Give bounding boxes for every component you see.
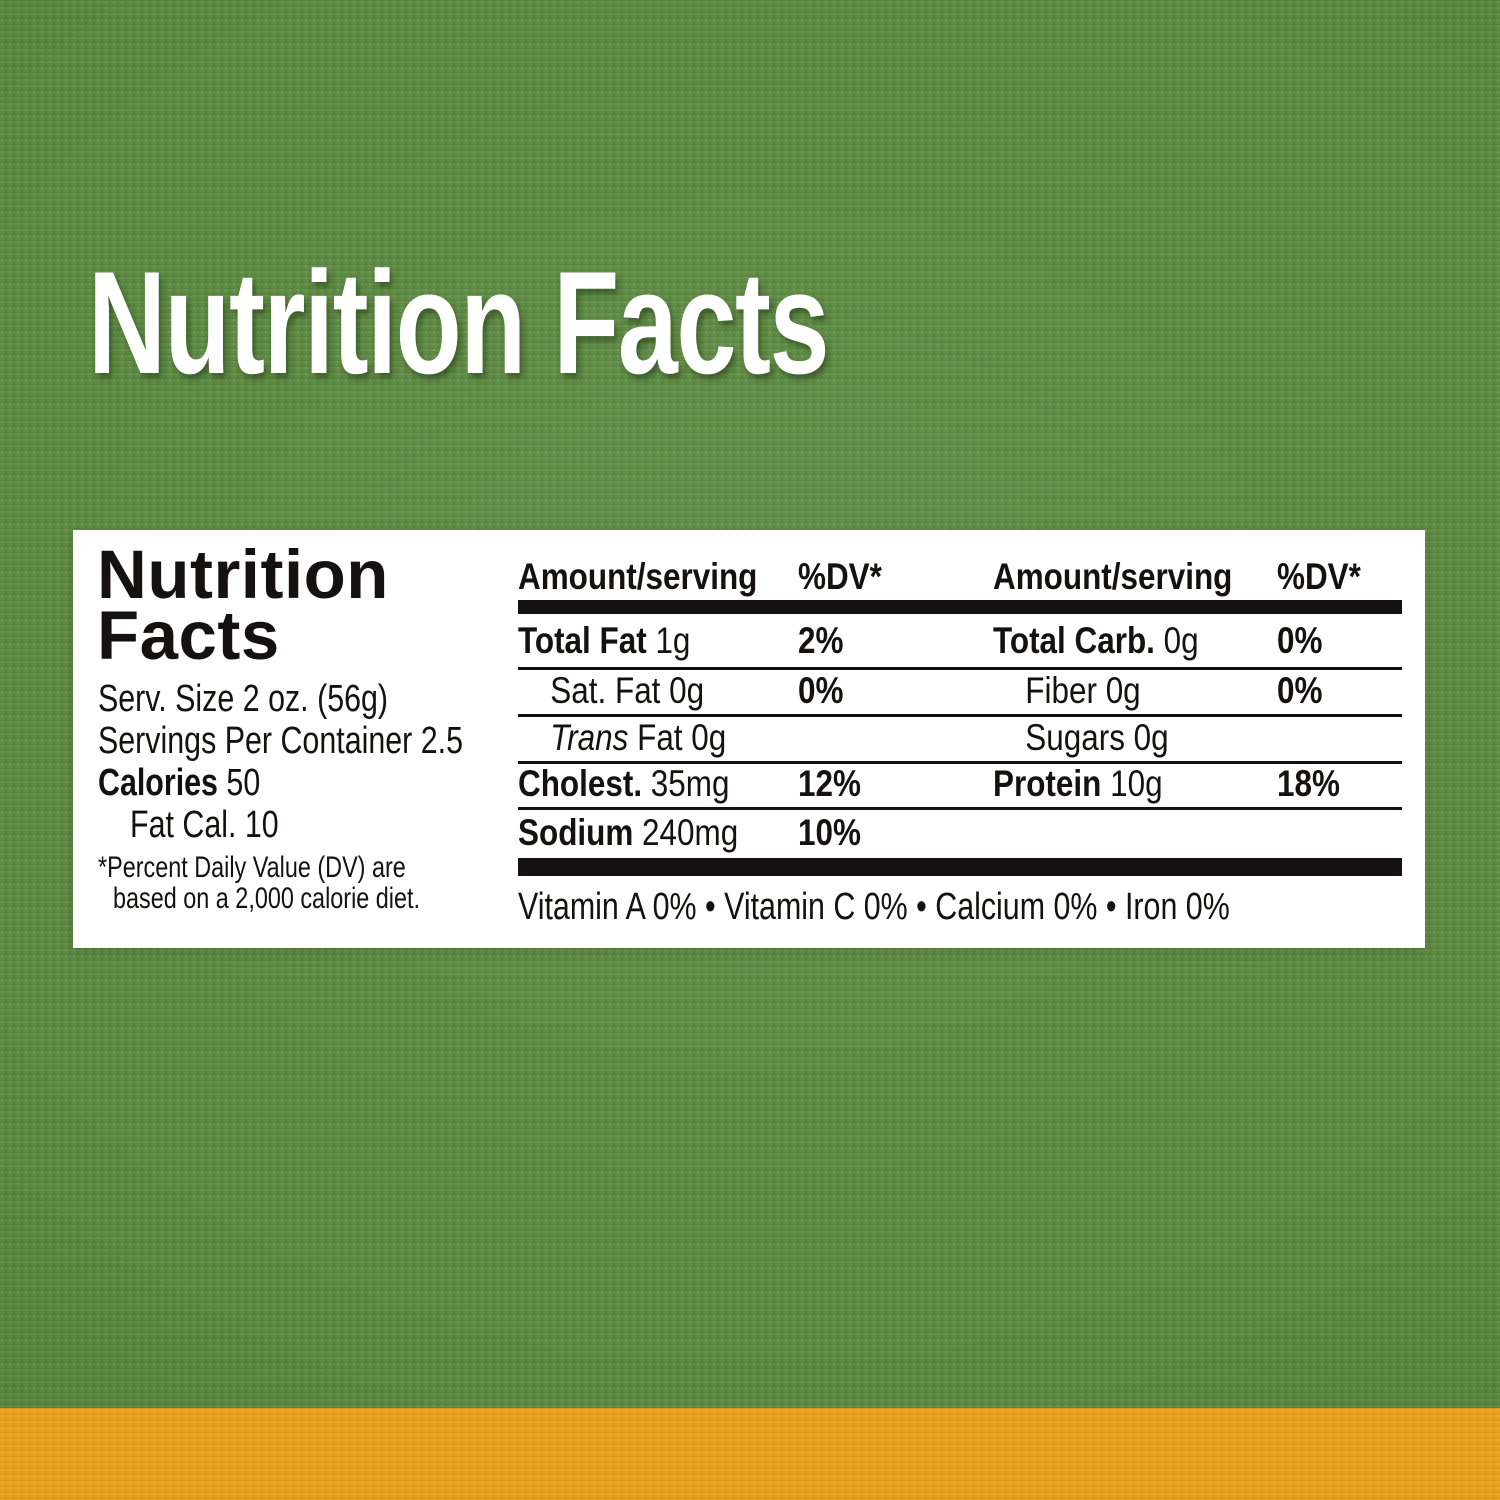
panel-heading-line2: Facts [97,597,280,674]
vitamins-line: Vitamin A 0% • Vitamin C 0% • Calcium 0%… [518,886,1230,928]
serving-size: Serv. Size 2 oz. (56g) [98,678,389,720]
panel-heading-line1: Nutrition [97,536,389,613]
dv-fiber: 0% [1277,669,1323,711]
row-cholesterol: Cholest. 35mg 12% [518,763,861,804]
dv-protein: 18% [1277,763,1340,804]
row-divider [518,761,1402,764]
row-sodium: Sodium 240mg 10% [518,811,861,853]
footnote-line1: *Percent Daily Value (DV) are [98,851,406,884]
row-total-fat: Total Fat 1g 2% [518,619,844,661]
nutrition-facts-panel: Nutrition Facts Serv. Size 2 oz. (56g) S… [73,530,1425,948]
calories-line: Calories 50 [98,762,261,804]
dv-total-carb: 0% [1277,619,1323,661]
row-divider [518,807,1402,810]
fat-calories-line: Fat Cal. 10 [130,804,279,846]
table-bottom-bar [518,858,1402,876]
row-total-carb: Total Carb. 0g 0% [993,619,1323,661]
row-protein: Protein 10g 18% [993,763,1340,804]
dv-sat-fat: 0% [798,669,844,711]
col2-header-amount: Amount/serving [993,556,1233,597]
daily-value-footnote: *Percent Daily Value (DV) are based on a… [98,852,507,914]
dv-total-fat: 2% [798,619,844,661]
dv-cholesterol: 12% [798,763,861,804]
col1-header-amount: Amount/serving [518,556,758,597]
dv-sodium: 10% [798,811,861,853]
row-trans-fat: Trans Fat 0g [550,716,727,758]
table-top-bar [518,600,1402,614]
col1-header: Amount/serving %DV* [518,556,958,597]
col2-header: Amount/serving %DV* [993,556,1402,597]
orange-stripe [0,1408,1500,1500]
col1-header-dv: %DV* [798,556,882,597]
col2-header-dv: %DV* [1277,556,1361,597]
serving-info: Serv. Size 2 oz. (56g) Servings Per Cont… [98,678,554,846]
row-sugars: Sugars 0g [1025,716,1169,758]
page-title: Nutrition Facts [88,241,830,404]
servings-per-container: Servings Per Container 2.5 [98,720,463,762]
row-divider [518,667,1402,670]
footnote-line2: based on a 2,000 calorie diet. [113,882,421,915]
row-divider [518,714,1402,717]
panel-heading: Nutrition Facts [97,536,389,674]
row-fiber: Fiber 0g 0% [1025,669,1323,711]
row-sat-fat: Sat. Fat 0g 0% [550,669,844,711]
